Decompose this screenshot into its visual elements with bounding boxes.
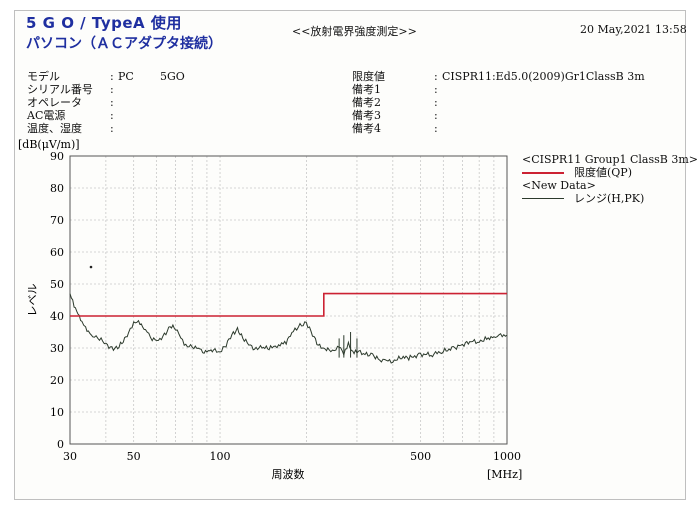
info-right-colons: :::::	[434, 70, 438, 135]
info-left-label: オペレータ	[27, 96, 82, 109]
info-left-labels: モデル シリアル番号 オペレータ AC電源 温度、湿度	[27, 70, 93, 135]
info-right-label: 備考4	[352, 122, 381, 135]
report-sheet	[14, 10, 686, 500]
plot-border	[69, 155, 508, 445]
legend-label-limit: 限度値(QP)	[574, 166, 633, 179]
y-tick-label: 50	[50, 278, 64, 291]
x-tick-label: 100	[210, 450, 231, 463]
info-model-name: 5GO	[160, 70, 185, 83]
legend-data-title: <New Data>	[522, 179, 596, 192]
info-right-label: 限度値	[352, 70, 385, 83]
series-line-limit	[70, 292, 507, 317]
y-tick-label: 90	[50, 150, 64, 163]
device-heading: 5 G O / TypeA 使用	[26, 14, 182, 32]
info-right-label: 備考3	[352, 109, 381, 122]
legend-swatch-limit	[522, 172, 564, 174]
info-left-label: AC電源	[27, 109, 66, 122]
legend-group-title: <CISPR11 Group1 ClassB 3m>	[522, 153, 698, 166]
chart-grid	[69, 155, 508, 445]
info-model-value: PC	[118, 70, 134, 83]
y-axis-label: レベル	[26, 284, 39, 317]
y-tick-label: 10	[50, 406, 64, 419]
report-date: 20 May,2021 13:58	[580, 23, 687, 36]
x-unit-label: [MHz]	[487, 468, 522, 481]
series-line-measured	[69, 293, 508, 364]
y-unit-label: [dB(μV/m)]	[18, 138, 80, 151]
x-axis-label: 周波数	[272, 468, 305, 481]
y-tick-labels: 0 10 20 30 40 50 60 70 80 90	[50, 150, 64, 451]
x-tick-label: 1000	[493, 450, 521, 463]
y-tick-label: 80	[50, 182, 64, 195]
info-right-label: 備考1	[352, 83, 381, 96]
legend-item-limit: 限度値(QP)	[522, 166, 698, 179]
y-tick-label: 40	[50, 310, 64, 323]
chart-legend: <CISPR11 Group1 ClassB 3m> 限度値(QP) <New …	[522, 153, 698, 205]
legend-swatch-data	[522, 198, 564, 199]
noise-dot	[89, 265, 93, 269]
chart-series	[69, 292, 508, 364]
y-tick-label: 30	[50, 342, 64, 355]
info-left-label: 温度、湿度	[27, 122, 82, 135]
x-tick-label: 500	[410, 450, 431, 463]
device-subheading: パソコン（ＡＣアダプタ接続）	[26, 36, 222, 52]
y-tick-label: 0	[57, 438, 64, 451]
info-right-label: 備考2	[352, 96, 381, 109]
y-tick-label: 20	[50, 374, 64, 387]
x-tick-label: 30	[63, 450, 77, 463]
info-limit-value: CISPR11:Ed5.0(2009)Gr1ClassB 3m	[442, 70, 645, 83]
y-tick-label: 60	[50, 246, 64, 259]
x-tick-labels: 30 50 100 500 1000	[63, 450, 521, 463]
info-right-labels: 限度値 備考1 備考2 備考3 備考4	[352, 70, 385, 135]
legend-item-data: レンジ(H,PK)	[522, 192, 698, 205]
info-left-label: モデル	[27, 70, 60, 83]
y-tick-label: 70	[50, 214, 64, 227]
info-left-label: シリアル番号	[27, 83, 93, 96]
info-left-colons: :::::	[110, 70, 114, 135]
x-tick-label: 50	[127, 450, 141, 463]
plot-frame	[69, 155, 508, 445]
legend-label-data: レンジ(H,PK)	[574, 192, 645, 205]
report-title: <<放射電界強度測定>>	[292, 25, 417, 38]
